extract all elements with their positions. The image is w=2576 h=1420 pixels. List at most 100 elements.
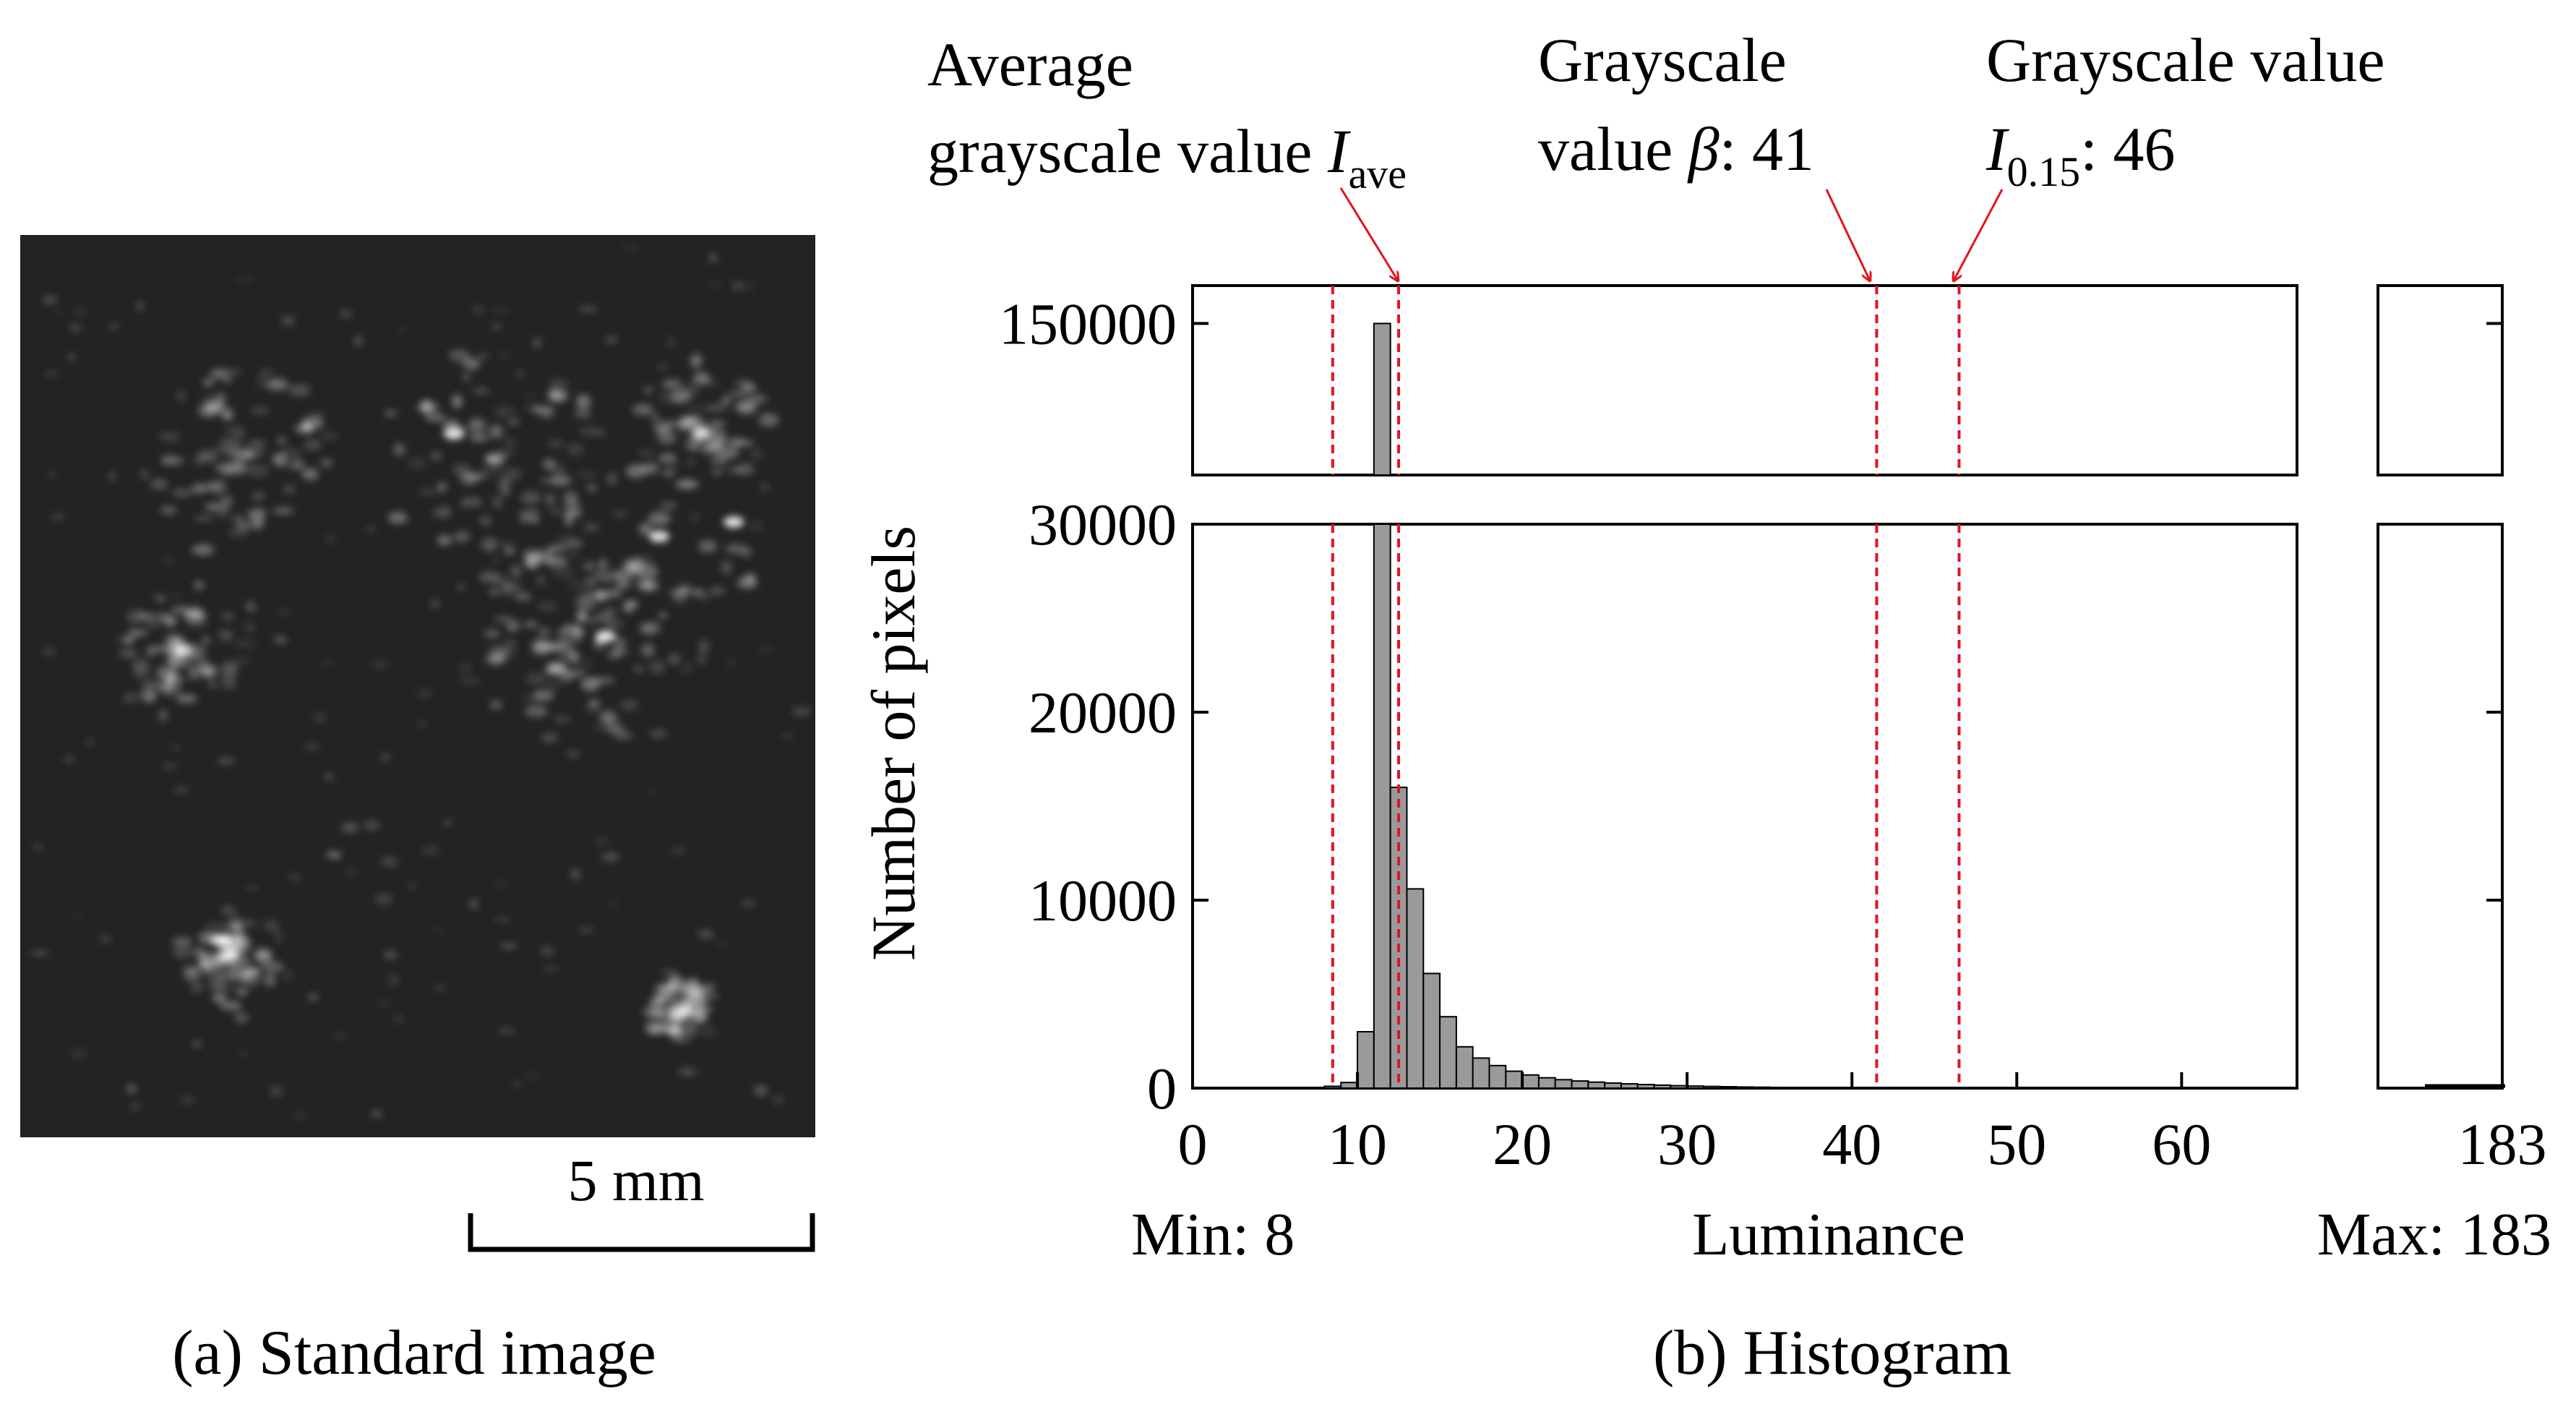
speckle [288,384,311,397]
speckle [690,432,711,442]
histogram-bar [1719,1086,1738,1090]
x-break-tick-label: 183 [2458,1111,2547,1177]
speckle [772,1094,784,1105]
upper-break-frame [2377,284,2504,476]
speckle [758,413,779,427]
speckle [306,430,314,436]
speckle [158,709,168,722]
speckle [717,447,740,459]
speckle [523,621,538,628]
speckle [791,707,811,716]
x-tick-label: 30 [1657,1111,1717,1177]
speckle [479,516,491,526]
speckle [309,411,326,419]
speckle [630,566,643,573]
x-tick-label: 60 [2152,1111,2211,1177]
speckle [520,491,541,505]
speckle [705,403,728,413]
speckle [257,375,267,389]
histogram-bar [1620,1083,1639,1090]
speckle [674,480,697,489]
speckle [750,521,763,532]
speckle [329,852,342,859]
annotation-i015-line2: I0.15: 46 [1985,114,2176,195]
speckle [218,629,233,641]
speckle [566,580,586,590]
speckle [525,672,548,685]
speckle [514,592,532,602]
speckle [64,756,74,762]
speckle [245,601,257,612]
speckle [732,401,752,413]
y-tick-label: 10000 [1029,868,1177,933]
speckle [671,847,687,854]
speckle [489,589,499,596]
scale-bar-label: 5 mm [567,1147,704,1213]
speckle [620,245,640,250]
speckle [226,426,246,436]
speckle [166,675,183,689]
speckle [729,390,749,398]
speckle [276,437,288,445]
histogram-bar [1537,1077,1556,1089]
speckle [191,1040,202,1048]
speckle [72,913,84,920]
speckle [648,788,656,797]
speckle [725,437,744,448]
speckle [193,515,215,522]
speckle [576,610,588,622]
speckle [462,358,481,370]
histogram-bar [1488,1064,1507,1090]
x-tick-label: 20 [1493,1111,1552,1177]
speckle [162,557,176,565]
speckle [545,555,567,568]
speckle [663,1025,673,1033]
speckle [578,427,601,436]
speckle [42,647,56,656]
speckle [676,985,689,1000]
speckle [591,589,611,602]
speckle [380,753,390,762]
speckle [507,419,520,426]
speckle [697,1026,718,1038]
speckle [760,482,769,492]
speckle [163,630,186,646]
speckle [741,546,752,558]
speckle [694,1005,713,1013]
speckle [261,961,284,973]
speckle [376,999,392,1008]
speckle [133,667,150,681]
speckle [538,628,551,636]
speckle [150,479,168,490]
speckle [494,917,511,923]
speckle [625,463,646,479]
speckle [171,488,192,497]
speckle [563,500,582,510]
speckle [662,469,674,477]
histogram-bar [1323,1085,1342,1090]
standard-image-caption: (a) Standard image [172,1318,656,1388]
speckle [601,608,619,615]
speckle [247,508,257,521]
y-axis-ticks: 0 10000 20000 30000 150000 [999,291,2502,1121]
annotation-average-line2: grayscale value Iave [927,116,1407,197]
speckle [736,463,755,476]
speckle [233,988,249,994]
speckle [200,636,211,643]
speckle [340,822,359,834]
speckle [567,442,585,456]
speckle [565,537,583,549]
histogram-bar [1357,1031,1375,1089]
speckle [237,1051,249,1056]
speckle [574,407,591,419]
speckle [285,462,308,470]
speckle [191,544,215,556]
speckle [218,406,234,420]
speckle [223,375,233,384]
speckle [191,603,200,618]
histogram-bar [1653,1084,1672,1089]
speckle [54,310,64,317]
speckle [319,659,335,667]
speckle-bright [649,531,669,542]
speckle [726,467,742,474]
